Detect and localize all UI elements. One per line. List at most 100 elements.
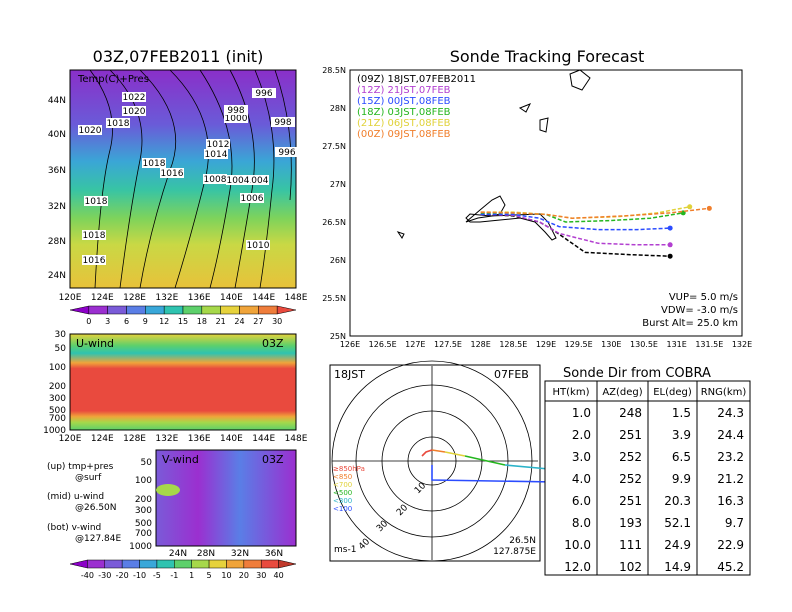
polar-frame bbox=[329, 364, 541, 562]
pressure-label: 1018 bbox=[82, 230, 106, 241]
note-up: (up) tmp+pres bbox=[47, 462, 114, 472]
table-cell: 16.3 bbox=[717, 494, 744, 508]
note-bot: (bot) v-wind bbox=[47, 523, 101, 533]
v-colorbar-tick: -10 bbox=[133, 571, 146, 580]
v-colorbar-tick: 40 bbox=[274, 571, 284, 580]
tracking-plot-area bbox=[349, 69, 743, 337]
polar-location: 26.5N bbox=[509, 536, 536, 546]
tracking-y-tick: 26N bbox=[330, 256, 346, 265]
table-cell: 251 bbox=[619, 428, 642, 442]
tracking-series-line bbox=[480, 207, 710, 219]
pressure-label: 1018 bbox=[142, 158, 166, 169]
svg-text:1020: 1020 bbox=[79, 126, 102, 136]
map-lat-tick: 24N bbox=[48, 271, 66, 281]
map-colorbar-swatch bbox=[276, 305, 297, 315]
v-wind-x-tick: 24N bbox=[169, 549, 187, 559]
tracking-legend-entry: (21Z) 06JST,08FEB bbox=[357, 118, 451, 129]
table-cell: 45.2 bbox=[717, 560, 744, 574]
legend-notes: (up) tmp+pres @surf (mid) u-wind @26.50N… bbox=[47, 462, 121, 544]
table-cell: 3.0 bbox=[572, 450, 591, 464]
u-wind-x-tick: 136E bbox=[188, 434, 211, 444]
v-wind-y-tick: 1000 bbox=[129, 542, 152, 552]
map-lon-tick: 148E bbox=[285, 293, 308, 303]
tracking-y-ticks: 28.5N 28N 27.5N 27N 26.5N 26N 25.5N 25N bbox=[322, 66, 346, 341]
pressure-label: 998 bbox=[271, 117, 295, 128]
v-wind-y-tick: 300 bbox=[135, 506, 152, 516]
v-colorbar-swatch bbox=[260, 559, 279, 569]
table-cell: 20.3 bbox=[664, 494, 691, 508]
v-wind-y-tick: 50 bbox=[141, 458, 153, 468]
table-cell: 111 bbox=[619, 538, 642, 552]
v-wind-y-tick: 200 bbox=[135, 495, 152, 505]
table-cell: 2.0 bbox=[572, 428, 591, 442]
map-title: 03Z,07FEB2011 (init) bbox=[93, 47, 264, 66]
tracking-series-endpoint bbox=[687, 204, 693, 210]
pressure-label: 1010 bbox=[246, 240, 270, 251]
tracking-series bbox=[480, 204, 712, 259]
svg-text:1008: 1008 bbox=[204, 175, 227, 185]
v-colorbar-swatch bbox=[174, 559, 192, 569]
table-cell: 52.1 bbox=[664, 516, 691, 530]
note-up2: @surf bbox=[75, 473, 102, 483]
tracking-x-tick: 127.5E bbox=[434, 340, 462, 349]
pressure-label: 1008 bbox=[203, 174, 227, 185]
tracking-legend-entry: (09Z) 18JST,07FEB2011 bbox=[357, 74, 476, 85]
u-wind-y-tick: 50 bbox=[55, 344, 67, 354]
tracking-y-tick: 28N bbox=[330, 104, 346, 113]
svg-text:1016: 1016 bbox=[161, 169, 184, 179]
map-colorbar-swatch bbox=[239, 305, 259, 315]
map-panel: 03Z,07FEB2011 (init) 1022 1020 1018 1020 101… bbox=[48, 47, 308, 326]
tracking-legend: (09Z) 18JST,07FEB2011(12Z) 21JST,07FEB (1… bbox=[357, 74, 476, 140]
tracking-panel: Sonde Tracking Forecast (09Z) 18JST,07FE… bbox=[322, 47, 752, 349]
svg-text:996: 996 bbox=[278, 148, 295, 158]
u-wind-y-tick: 700 bbox=[49, 414, 66, 424]
polar-location2: 127.875E bbox=[493, 547, 536, 557]
tracking-y-tick: 28.5N bbox=[322, 66, 346, 75]
param-burst: Burst Alt= 25.0 km bbox=[642, 318, 738, 329]
u-wind-label: U-wind bbox=[76, 337, 114, 350]
pressure-key-entry: <100 bbox=[333, 505, 352, 513]
tracking-x-ticks: 126E 126.5E 127E 127.5E 128E 128.5E 129E 129.5E… bbox=[340, 340, 752, 349]
map-colorbar-swatch bbox=[69, 305, 90, 315]
u-wind-x-tick: 128E bbox=[123, 434, 146, 444]
pressure-label: 998 bbox=[224, 105, 248, 116]
map-colorbar-tick: 24 bbox=[234, 317, 244, 326]
tracking-series-endpoint bbox=[667, 242, 673, 248]
tracking-y-tick: 25.5N bbox=[322, 294, 346, 303]
map-lon-tick: 144E bbox=[252, 293, 275, 303]
u-wind-y-tick: 300 bbox=[49, 394, 66, 404]
map-lon-tick: 132E bbox=[155, 293, 178, 303]
note-mid2: @26.50N bbox=[75, 503, 117, 513]
u-wind-x-tick: 120E bbox=[59, 434, 82, 444]
polar-time: 18JST bbox=[334, 368, 365, 381]
table-cell: 252 bbox=[619, 472, 642, 486]
map-colorbar-tick: 6 bbox=[124, 317, 129, 326]
table-header: AZ(deg) bbox=[602, 387, 642, 398]
pressure-key-entry: <850 bbox=[333, 473, 352, 481]
param-vdw: VDW= -3.0 m/s bbox=[661, 305, 738, 316]
tracking-legend-entry: (12Z) 21JST,07FEB bbox=[357, 85, 451, 96]
tracking-y-tick: 26.5N bbox=[322, 218, 346, 227]
v-colorbar-tick: -1 bbox=[170, 571, 178, 580]
map-colorbar-swatch bbox=[107, 305, 127, 315]
svg-text:998: 998 bbox=[274, 118, 291, 128]
tracking-legend-entry: (00Z) 09JST,08FEB bbox=[357, 129, 451, 140]
tracking-legend-entry: (18Z) 03JST,08FEB bbox=[357, 107, 451, 118]
map-lon-tick: 128E bbox=[123, 293, 146, 303]
u-wind-x-tick: 140E bbox=[220, 434, 243, 444]
table-cell: 6.5 bbox=[672, 450, 691, 464]
map-label: Temp(C)+Pres bbox=[77, 74, 149, 85]
map-lat-tick: 32N bbox=[48, 202, 66, 212]
svg-text:1012: 1012 bbox=[207, 140, 230, 150]
v-wind-x-tick: 32N bbox=[231, 549, 249, 559]
map-colorbar-swatch bbox=[201, 305, 221, 315]
u-wind-x-tick: 144E bbox=[252, 434, 275, 444]
map-colorbar-tick: 3 bbox=[105, 317, 110, 326]
map-lat-tick: 44N bbox=[48, 96, 66, 106]
table-cell: 9.7 bbox=[725, 516, 744, 530]
table-title: Sonde Dir from COBRA bbox=[563, 366, 711, 381]
v-wind-x-tick: 36N bbox=[265, 549, 283, 559]
v-colorbar-swatch bbox=[243, 559, 262, 569]
